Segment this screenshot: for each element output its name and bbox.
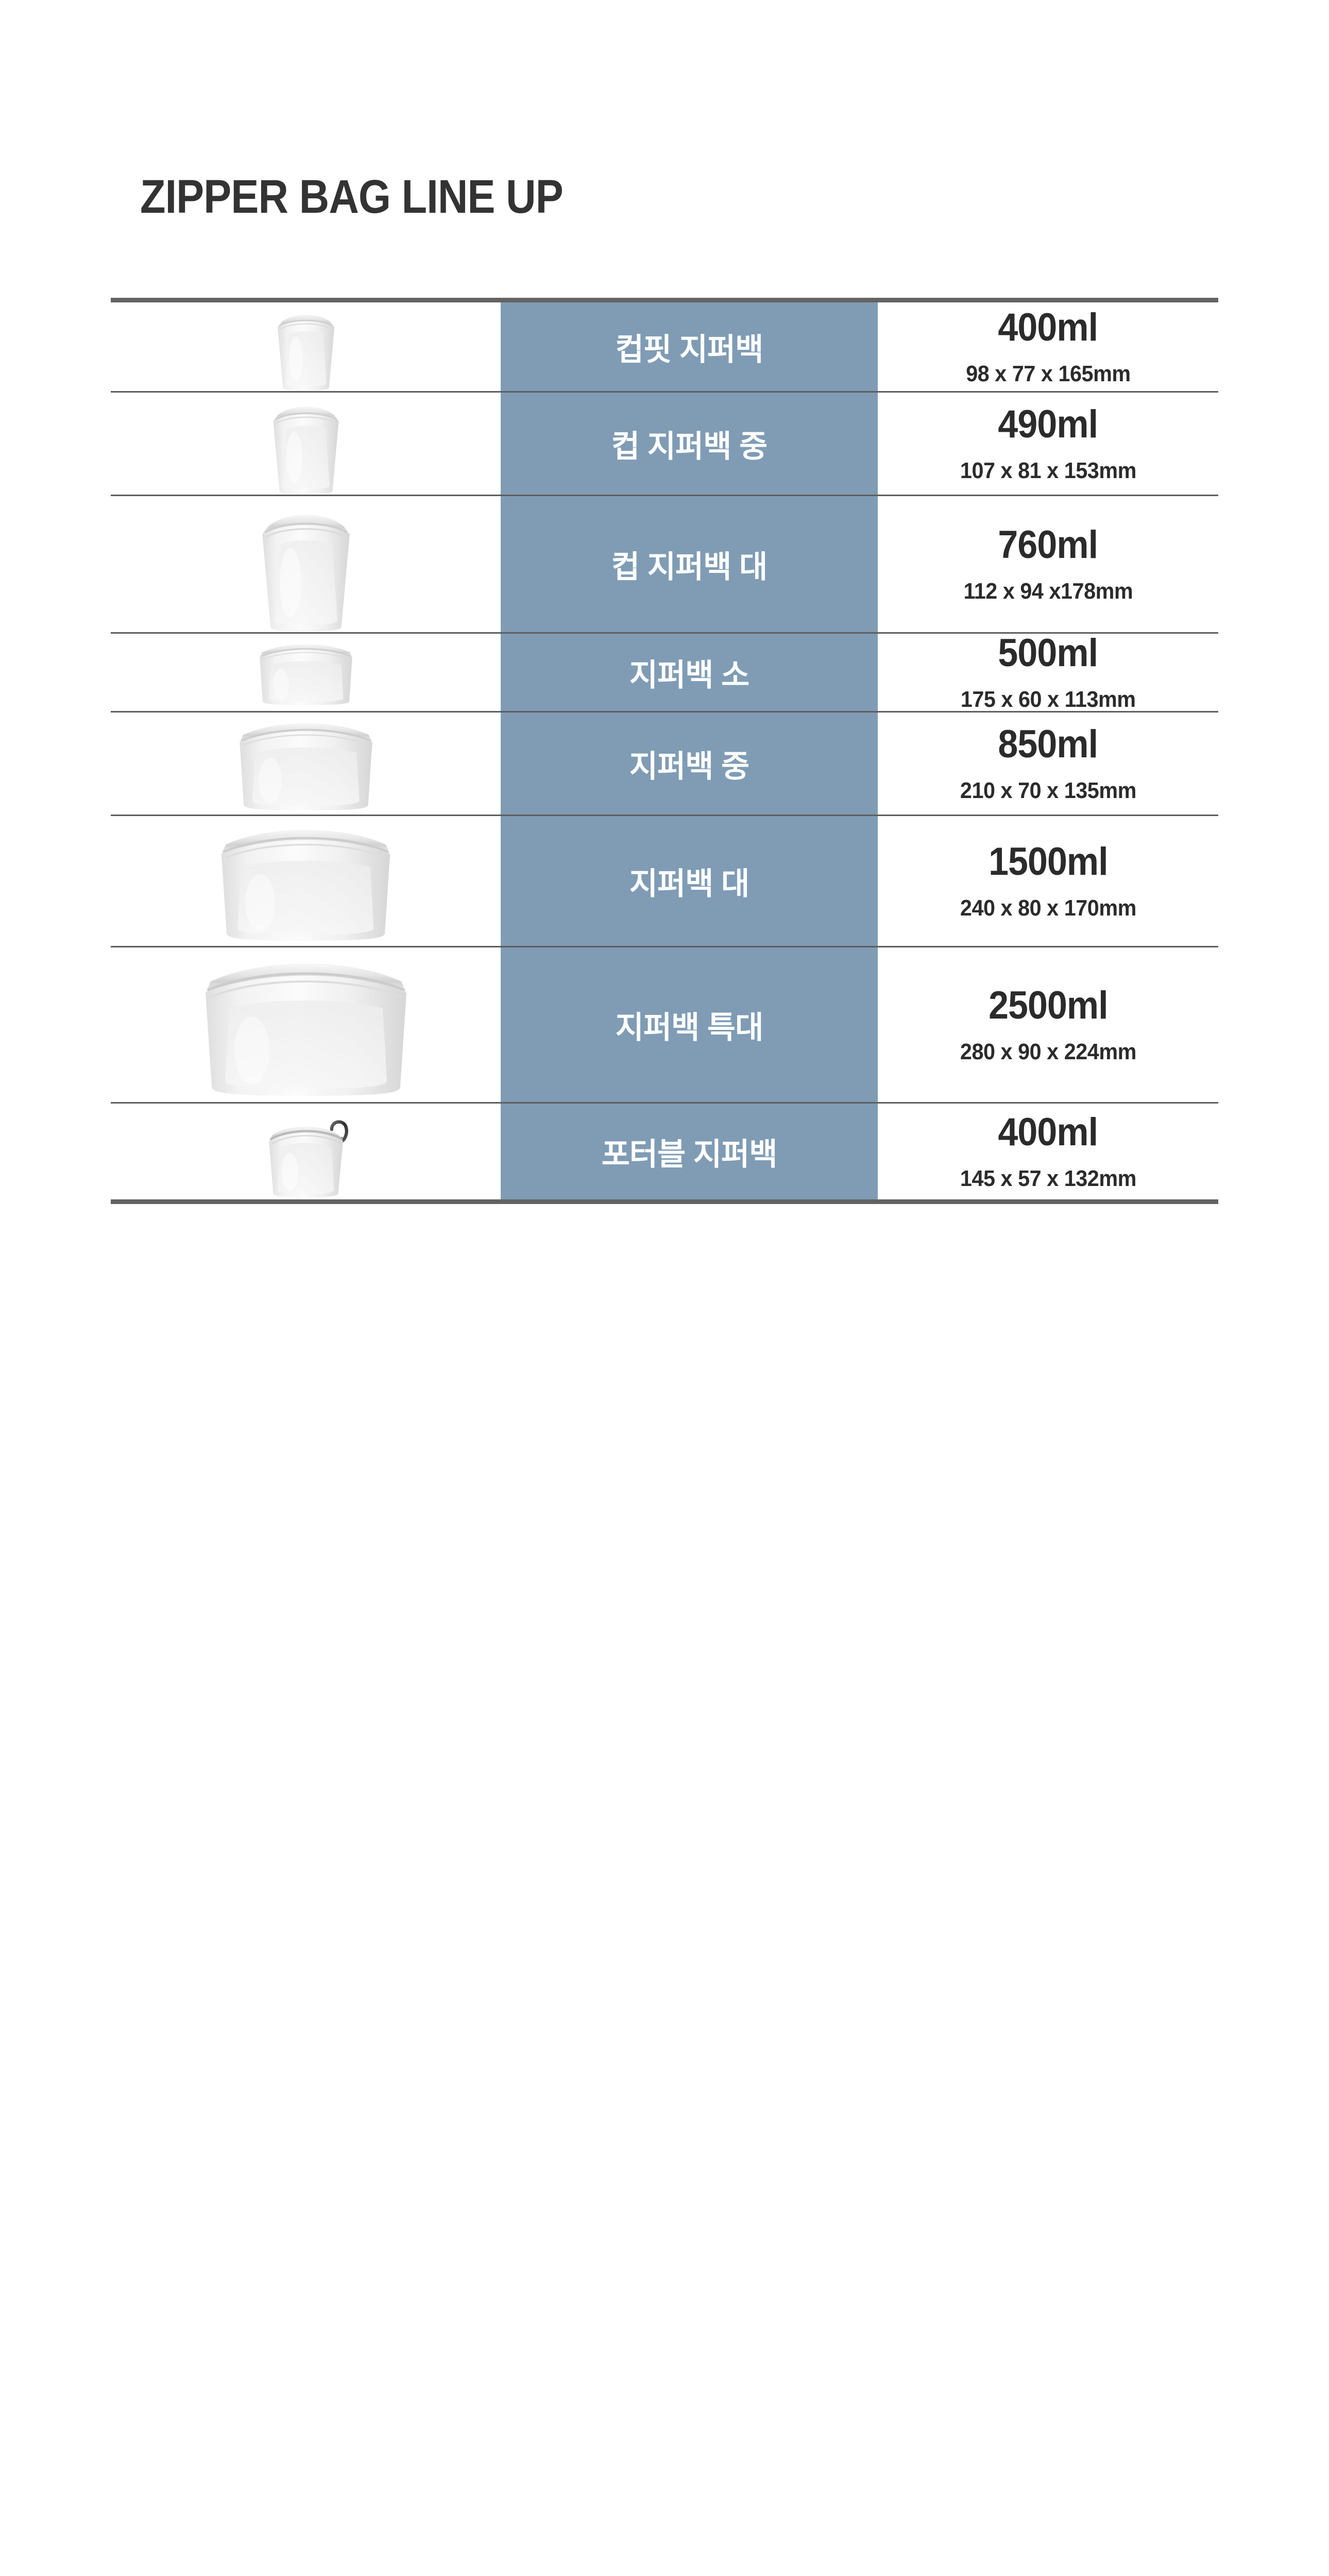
product-image-cell <box>111 816 501 946</box>
product-name-cell: 지퍼백 특대 <box>501 947 878 1102</box>
product-dimensions-label: 210 x 70 x 135mm <box>960 778 1136 803</box>
page-title: ZIPPER BAG LINE UP <box>140 171 564 223</box>
product-volume-label: 400ml <box>998 306 1099 349</box>
product-volume-label: 850ml <box>998 722 1099 766</box>
product-name-cell: 지퍼백 대 <box>501 816 878 946</box>
product-volume-label: 490ml <box>998 402 1099 446</box>
product-name-cell: 포터블 지퍼백 <box>501 1104 878 1199</box>
bag-illustration <box>205 963 406 1096</box>
product-name-cell: 컵 지퍼백 중 <box>501 393 878 495</box>
product-name-label: 컵핏 지퍼백 <box>615 332 764 367</box>
product-name-label: 컵 지퍼백 중 <box>611 429 768 464</box>
cup-zipper-bag-large-icon <box>244 496 368 632</box>
table-row: 지퍼백 소 500ml 175 x 60 x 113mm <box>111 634 1218 713</box>
spec-table: 컵핏 지퍼백 400ml 98 x 77 x 165mm 컵 지퍼백 중 490… <box>111 298 1218 1204</box>
product-spec-cell: 490ml 107 x 81 x 153mm <box>878 393 1218 495</box>
cup-zipper-bag-medium-icon <box>260 393 352 495</box>
product-dimensions-label: 98 x 77 x 165mm <box>965 361 1131 386</box>
product-dimensions-label: 107 x 81 x 153mm <box>960 458 1136 483</box>
product-dimensions-label: 175 x 60 x 113mm <box>960 687 1136 712</box>
product-dimensions-label: 280 x 90 x 224mm <box>960 1039 1136 1064</box>
flat-zipper-bag-xlarge-icon <box>195 947 417 1102</box>
table-row: 컵 지퍼백 중 490ml 107 x 81 x 153mm <box>111 393 1218 496</box>
flat-zipper-bag-medium-icon <box>233 713 379 815</box>
product-image-cell <box>111 1104 501 1199</box>
table-row: 지퍼백 특대 2500ml 280 x 90 x 224mm <box>111 947 1218 1104</box>
table-row: 컵 지퍼백 대 760ml 112 x 94 x178mm <box>111 496 1218 634</box>
product-volume-label: 500ml <box>998 631 1099 675</box>
table-row: 포터블 지퍼백 400ml 145 x 57 x 132mm <box>111 1104 1218 1199</box>
product-spec-cell: 500ml 175 x 60 x 113mm <box>878 634 1218 711</box>
portable-zipper-bag-icon <box>257 1104 355 1199</box>
product-spec-cell: 2500ml 280 x 90 x 224mm <box>878 947 1218 1102</box>
bag-illustration <box>239 723 372 811</box>
product-dimensions-label: 112 x 94 x178mm <box>963 579 1133 604</box>
bag-illustration <box>259 644 352 705</box>
product-image-cell <box>111 947 501 1102</box>
product-image-cell <box>111 393 501 495</box>
table-row: 컵핏 지퍼백 400ml 98 x 77 x 165mm <box>111 302 1218 393</box>
product-volume-label: 400ml <box>998 1110 1099 1154</box>
product-name-label: 컵 지퍼백 대 <box>611 549 768 584</box>
table-row: 지퍼백 중 850ml 210 x 70 x 135mm <box>111 713 1218 816</box>
bag-illustration <box>269 1120 348 1198</box>
spec-table-body: 컵핏 지퍼백 400ml 98 x 77 x 165mm 컵 지퍼백 중 490… <box>111 302 1218 1199</box>
product-spec-cell: 850ml 210 x 70 x 135mm <box>878 713 1218 815</box>
product-image-cell <box>111 634 501 711</box>
product-name-cell: 지퍼백 중 <box>501 713 878 815</box>
product-name-cell: 지퍼백 소 <box>501 634 878 711</box>
bag-illustration <box>262 515 350 632</box>
product-dimensions-label: 240 x 80 x 170mm <box>960 895 1136 921</box>
bag-illustration <box>277 314 334 391</box>
product-name-label: 지퍼백 특대 <box>615 1010 764 1045</box>
product-name-cell: 컵핏 지퍼백 <box>501 302 878 391</box>
product-name-label: 포터블 지퍼백 <box>601 1137 778 1172</box>
product-name-cell: 컵 지퍼백 대 <box>501 496 878 632</box>
product-name-label: 지퍼백 중 <box>629 749 749 784</box>
cup-zipper-bag-icon <box>266 302 346 391</box>
product-name-label: 지퍼백 대 <box>629 866 749 901</box>
flat-zipper-bag-small-icon <box>255 637 357 708</box>
product-dimensions-label: 145 x 57 x 132mm <box>960 1166 1136 1191</box>
product-spec-cell: 760ml 112 x 94 x178mm <box>878 496 1218 632</box>
product-name-label: 지퍼백 소 <box>629 657 749 692</box>
flat-zipper-bag-large-icon <box>213 816 399 946</box>
product-image-cell <box>111 302 501 391</box>
table-row: 지퍼백 대 1500ml 240 x 80 x 170mm <box>111 816 1218 947</box>
product-image-cell <box>111 496 501 632</box>
product-spec-cell: 1500ml 240 x 80 x 170mm <box>878 816 1218 946</box>
product-spec-cell: 400ml 145 x 57 x 132mm <box>878 1104 1218 1199</box>
bag-illustration <box>272 406 339 494</box>
product-volume-label: 2500ml <box>988 984 1109 1027</box>
product-volume-label: 1500ml <box>988 840 1109 884</box>
product-spec-cell: 400ml 98 x 77 x 165mm <box>878 302 1218 391</box>
bag-illustration <box>221 829 390 941</box>
product-volume-label: 760ml <box>998 523 1099 567</box>
product-image-cell <box>111 713 501 815</box>
